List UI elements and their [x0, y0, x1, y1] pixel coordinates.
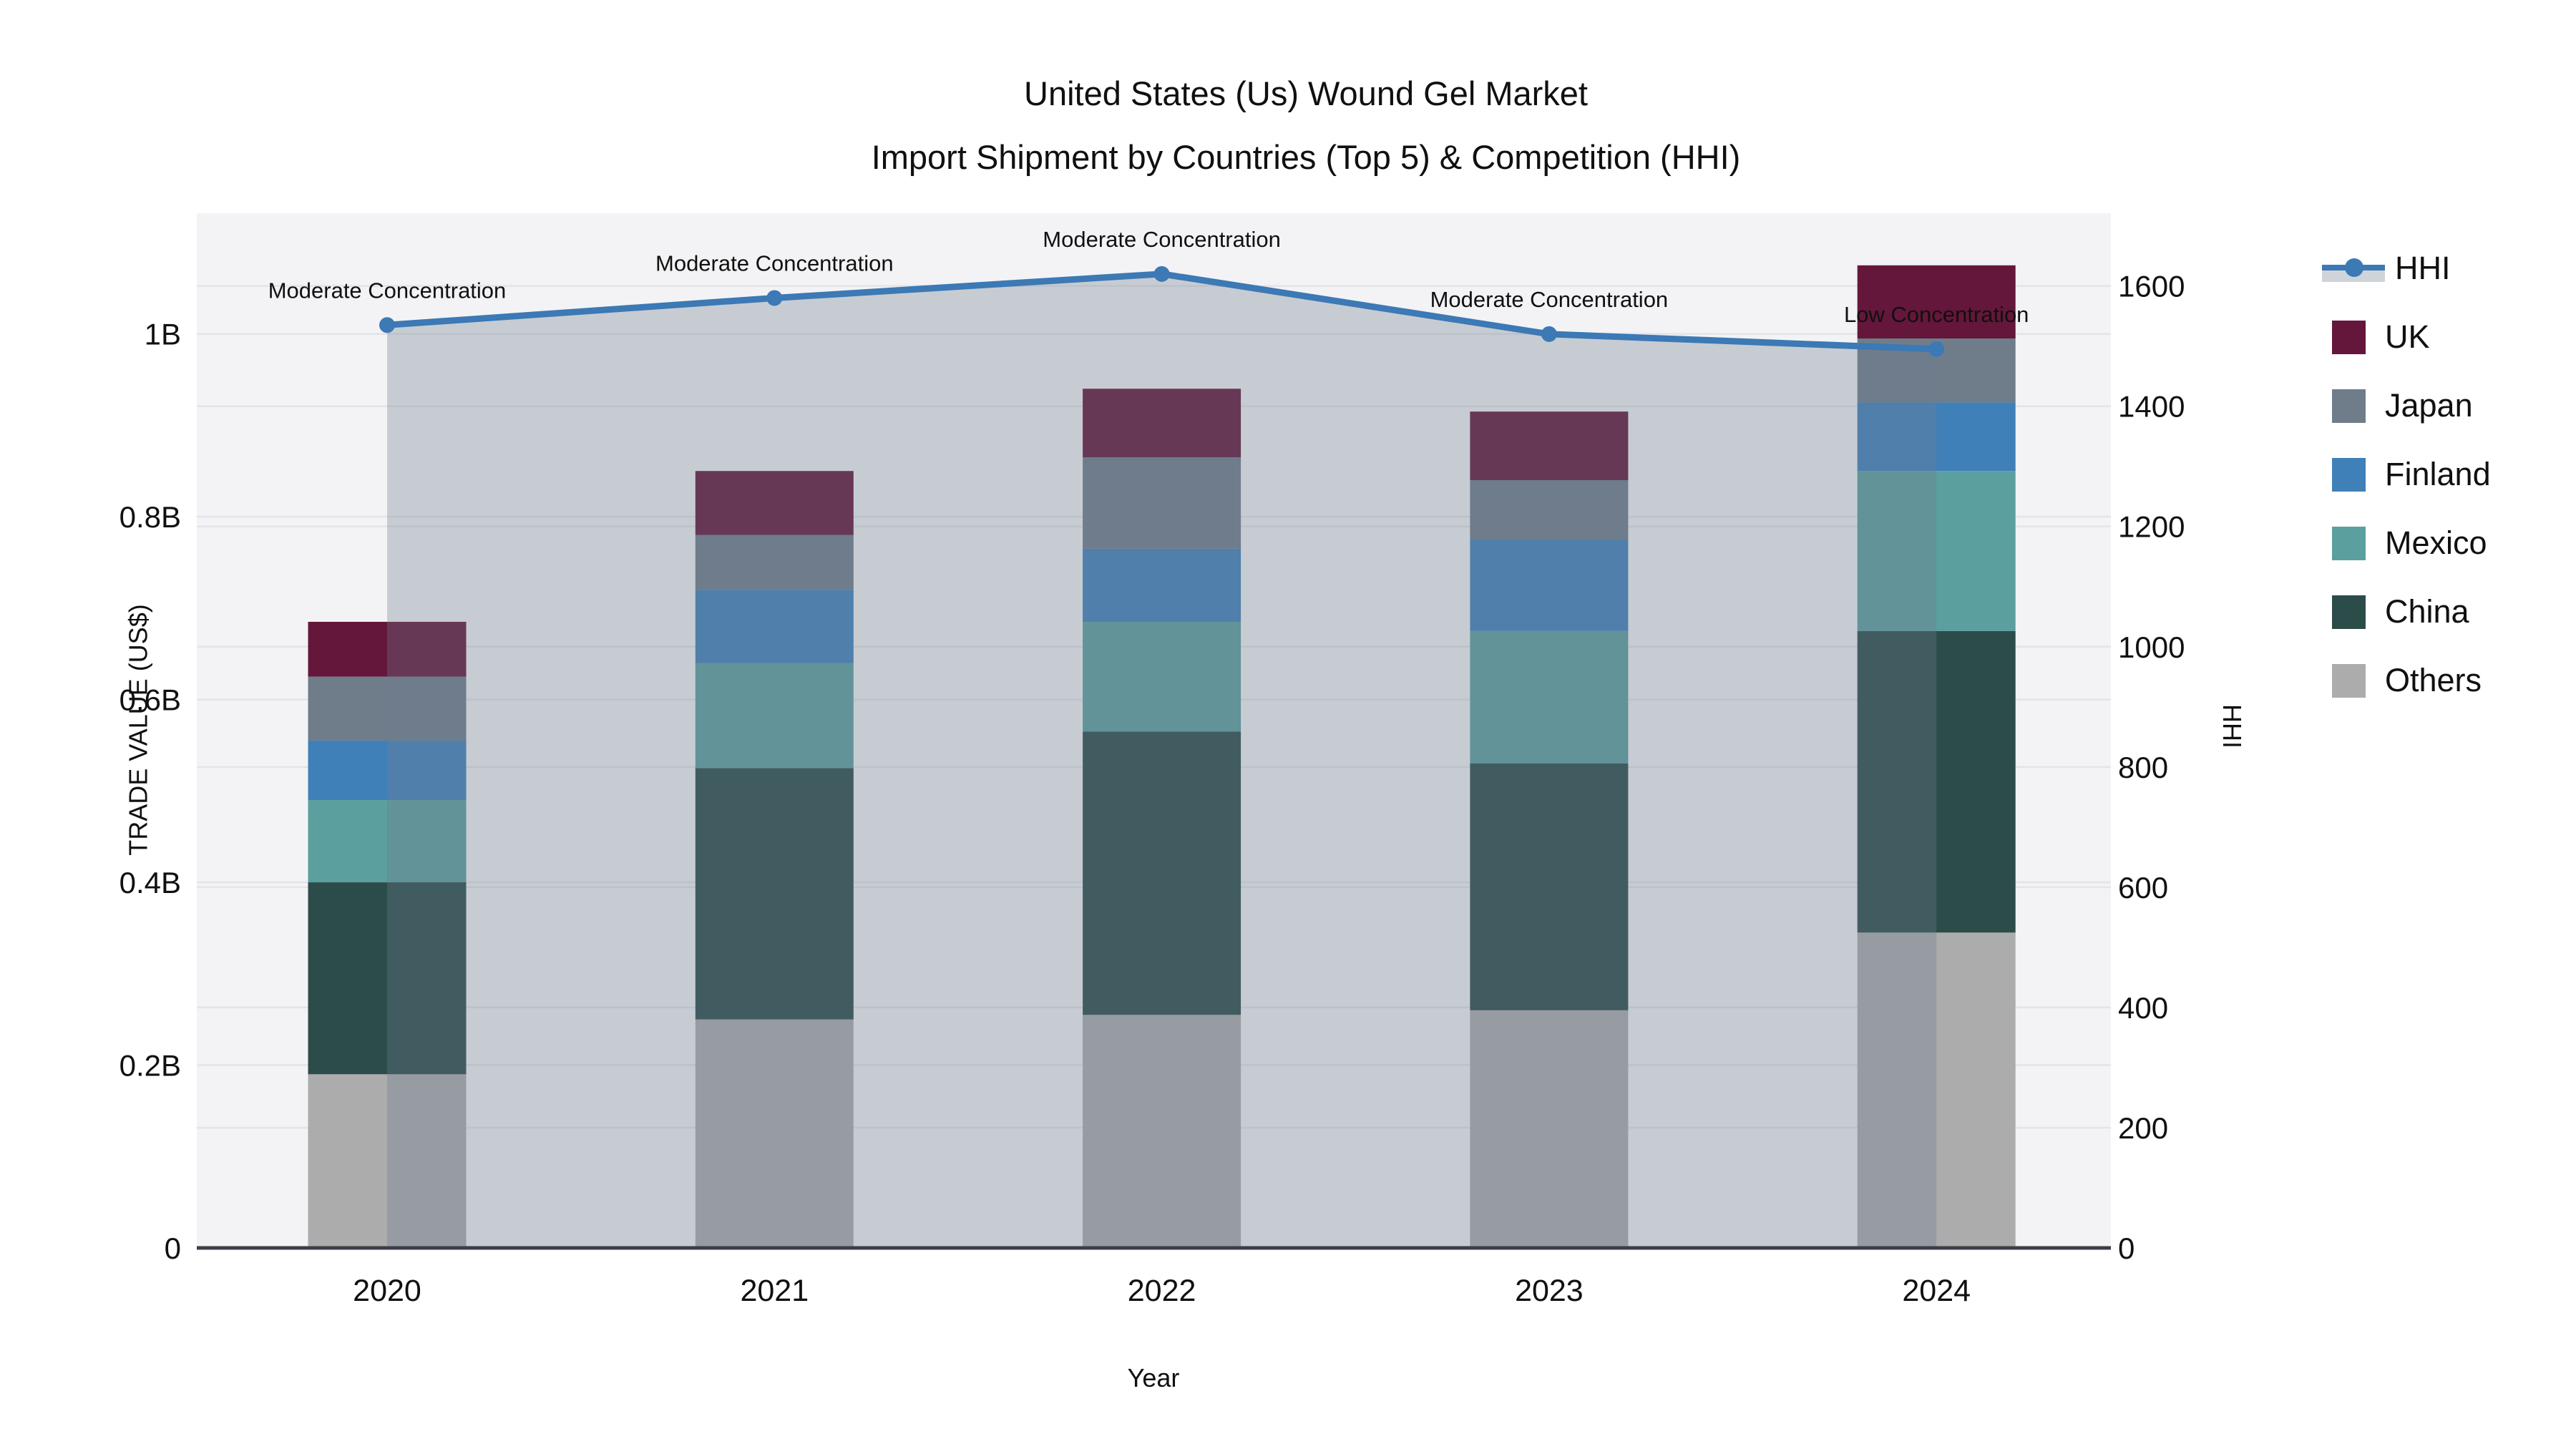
hhi-legend-glyph — [2322, 250, 2385, 286]
right-tick-label: 200 — [2118, 1111, 2168, 1145]
hhi-marker-2023[interactable] — [1541, 326, 1557, 342]
bar-segment-japan-2022[interactable] — [1083, 457, 1241, 549]
hhi-marker-2022[interactable] — [1153, 265, 1170, 282]
annotation-2023: Moderate Concentration — [1430, 287, 1669, 312]
x-tick-label: 2024 — [1902, 1274, 1971, 1308]
bar-segment-finland-2024[interactable] — [1857, 402, 2016, 472]
bar-segment-mexico-2021[interactable] — [695, 663, 854, 769]
bar-segment-japan-2021[interactable] — [695, 535, 854, 590]
x-tick-label: 2023 — [1515, 1274, 1584, 1308]
bar-segment-china-2024[interactable] — [1857, 630, 2016, 933]
bar-segment-mexico-2022[interactable] — [1083, 621, 1241, 732]
annotation-2020: Moderate Concentration — [268, 278, 507, 303]
bar-segment-china-2021[interactable] — [695, 768, 854, 1020]
bar-segment-uk-2020[interactable] — [308, 621, 467, 677]
legend-label: Others — [2385, 662, 2482, 698]
legend-item-japan[interactable]: Japan — [2322, 371, 2491, 440]
chart-subtitle: Import Shipment by Countries (Top 5) & C… — [871, 138, 1741, 176]
x-tick-label: 2020 — [353, 1274, 421, 1308]
annotation-2021: Moderate Concentration — [655, 250, 894, 275]
legend-label: HHI — [2395, 250, 2451, 286]
bar-segment-mexico-2023[interactable] — [1470, 630, 1629, 763]
chart-title: United States (Us) Wound Gel Market — [1024, 74, 1588, 112]
bar-segment-japan-2023[interactable] — [1470, 479, 1629, 540]
bar-segment-china-2022[interactable] — [1083, 731, 1241, 1015]
left-tick-label: 0.4B — [119, 866, 181, 899]
right-tick-label: 0 — [2118, 1231, 2135, 1265]
legend-swatch-finland — [2332, 457, 2366, 492]
left-tick-label: 0 — [165, 1231, 181, 1265]
left-tick-label: 0.8B — [119, 500, 181, 534]
bar-segment-mexico-2024[interactable] — [1857, 471, 2016, 631]
x-tick-label: 2022 — [1128, 1274, 1196, 1308]
bar-segment-uk-2021[interactable] — [695, 471, 854, 535]
annotation-2022: Moderate Concentration — [1043, 227, 1281, 252]
bar-segment-china-2023[interactable] — [1470, 763, 1629, 1010]
legend-item-china[interactable]: China — [2322, 577, 2491, 646]
bar-segment-uk-2024[interactable] — [1857, 265, 2016, 339]
right-tick-label: 1600 — [2118, 270, 2185, 303]
legend-label: UK — [2385, 318, 2430, 355]
right-tick-label: 400 — [2118, 991, 2168, 1025]
legend-item-others[interactable]: Others — [2322, 646, 2491, 715]
bar-segment-japan-2020[interactable] — [308, 676, 467, 741]
bar-segment-uk-2022[interactable] — [1083, 389, 1241, 458]
legend-swatch-others — [2332, 663, 2366, 698]
right-tick-label: 800 — [2118, 751, 2168, 784]
bar-segment-others-2023[interactable] — [1470, 1010, 1629, 1248]
bar-segment-mexico-2020[interactable] — [308, 800, 467, 883]
bar-segment-finland-2020[interactable] — [308, 741, 467, 801]
left-tick-label: 0.2B — [119, 1049, 181, 1083]
legend-item-uk[interactable]: UK — [2322, 303, 2491, 371]
legend-label: China — [2385, 593, 2469, 630]
x-tick-label: 2021 — [740, 1274, 809, 1308]
legend-swatch-mexico — [2332, 526, 2366, 560]
bar-segment-others-2020[interactable] — [308, 1074, 467, 1248]
x-axis-title: Year — [1127, 1363, 1180, 1392]
bar-segment-uk-2023[interactable] — [1470, 411, 1629, 480]
legend-label: Japan — [2385, 387, 2473, 424]
legend-label: Finland — [2385, 456, 2491, 492]
left-tick-label: 1B — [145, 318, 181, 351]
right-tick-label: 1400 — [2118, 390, 2185, 424]
legend-swatch-uk — [2332, 320, 2366, 354]
hhi-area-fill — [387, 273, 1937, 1249]
legend-item-hhi[interactable]: HHI — [2322, 234, 2491, 303]
legend-label: Mexico — [2385, 525, 2487, 561]
legend: HHI UK Japan Finland Mexico China Others — [2322, 234, 2491, 715]
left-axis-title: TRADE VALUE (US$) — [123, 604, 153, 856]
bar-segment-finland-2022[interactable] — [1083, 548, 1241, 622]
right-tick-label: 1000 — [2118, 630, 2185, 664]
bar-segment-others-2021[interactable] — [695, 1019, 854, 1248]
right-tick-label: 1200 — [2118, 510, 2185, 544]
annotation-2024: Low Concentration — [1844, 302, 2029, 327]
bar-segment-others-2024[interactable] — [1857, 932, 2016, 1248]
hhi-marker-2020[interactable] — [379, 317, 395, 333]
bar-segment-finland-2021[interactable] — [695, 590, 854, 663]
legend-item-mexico[interactable]: Mexico — [2322, 509, 2491, 577]
left-tick-label: 0.6B — [119, 683, 181, 717]
bar-segment-china-2020[interactable] — [308, 882, 467, 1075]
hhi-marker-2024[interactable] — [1928, 341, 1945, 357]
legend-item-finland[interactable]: Finland — [2322, 440, 2491, 509]
legend-swatch-japan — [2332, 389, 2366, 423]
hhi-marker-2021[interactable] — [766, 290, 783, 306]
right-tick-label: 600 — [2118, 871, 2168, 904]
bar-segment-others-2022[interactable] — [1083, 1015, 1241, 1248]
right-axis-title: HHI — [2218, 704, 2247, 748]
legend-swatch-china — [2332, 595, 2366, 629]
bar-segment-finland-2023[interactable] — [1470, 540, 1629, 631]
